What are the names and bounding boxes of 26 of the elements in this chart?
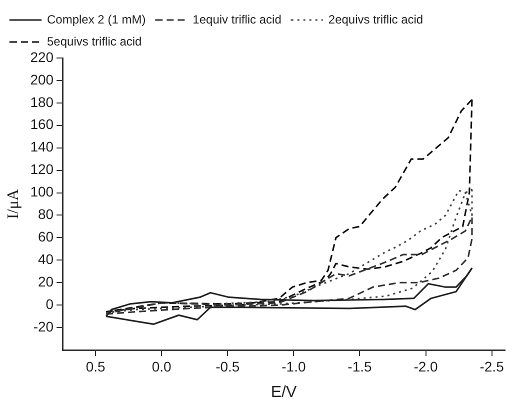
y-tick-label: 0: [46, 296, 54, 312]
y-tick-label: 60: [38, 228, 54, 245]
y-tick-label: 120: [30, 161, 54, 178]
x-tick-label: -0.5: [216, 358, 240, 374]
y-tick-label: 100: [30, 184, 54, 200]
y-tick-label: 220: [30, 48, 54, 65]
x-tick-label: 0.5: [86, 358, 106, 374]
legend-label: 5equivs triflic acid: [47, 34, 142, 48]
x-tick-label: -1.0: [282, 358, 306, 374]
legend-label: 1equiv triflic acid: [192, 12, 282, 26]
y-tick-label: 40: [38, 251, 54, 268]
y-tick-label: 160: [30, 116, 54, 132]
y-tick-label: -20: [33, 318, 54, 334]
x-tick-label: 0.0: [152, 358, 172, 374]
y-tick-label: 80: [38, 206, 54, 222]
x-axis-title: E/V: [270, 384, 297, 401]
x-tick-label: -1.5: [348, 358, 372, 374]
x-tick-label: -2.5: [480, 358, 504, 374]
y-tick-label: 180: [30, 94, 54, 110]
y-tick-label: 200: [30, 71, 54, 88]
x-tick-label: -2.0: [414, 358, 438, 374]
y-tick-label: 20: [38, 273, 54, 290]
legend-label: 2equivs triflic acid: [328, 12, 424, 26]
legend-label: Complex 2 (1 mM): [47, 12, 146, 26]
y-axis-title: I/μA: [4, 188, 22, 219]
y-tick-label: 140: [30, 138, 54, 155]
